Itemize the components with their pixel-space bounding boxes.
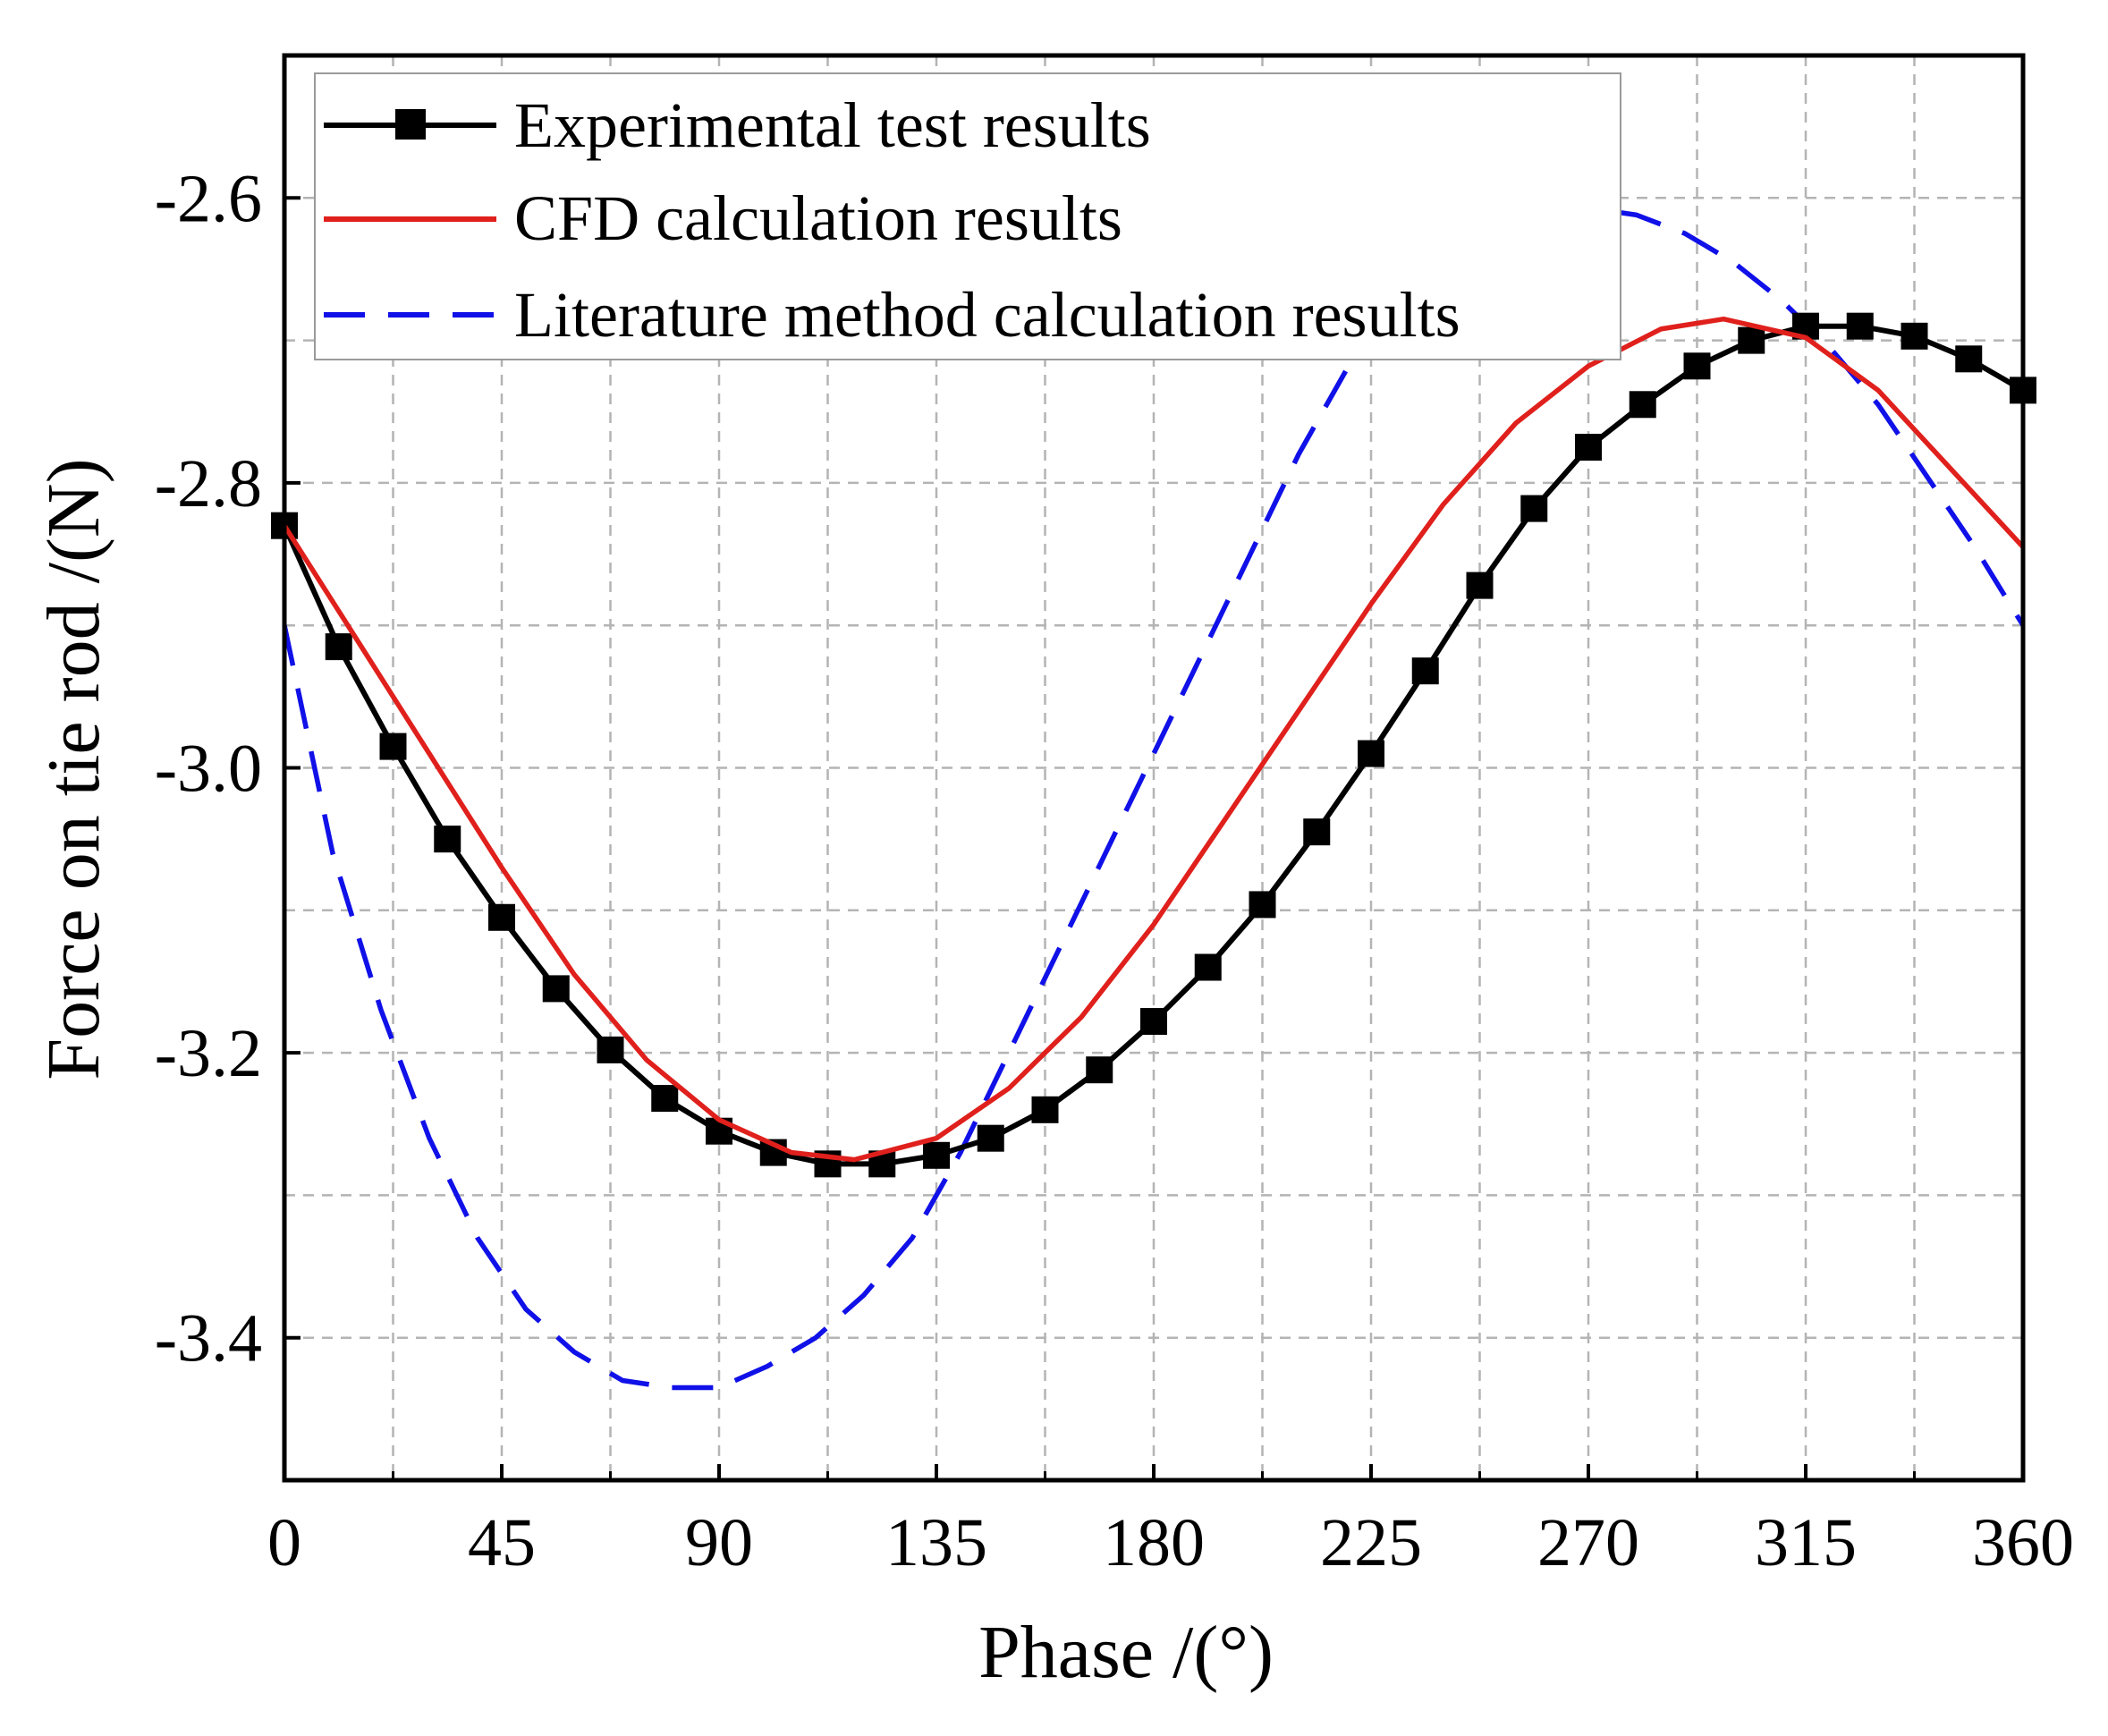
y-tick-label: -3.2 (155, 1016, 262, 1091)
data-point-marker (542, 975, 570, 1003)
data-point-marker (1086, 1056, 1113, 1084)
data-point-marker (1140, 1008, 1167, 1036)
data-point-marker (1738, 326, 1765, 354)
x-tick-label: 90 (685, 1505, 753, 1580)
data-point-marker (1194, 953, 1222, 981)
legend-label-cfd: CFD calculation results (514, 182, 1122, 254)
data-point-marker (977, 1124, 1004, 1152)
data-point-marker (651, 1085, 679, 1113)
x-tick-label: 315 (1755, 1505, 1857, 1580)
legend-box (314, 72, 1621, 360)
data-point-marker (1846, 312, 1874, 340)
y-tick-label: -2.6 (155, 161, 262, 236)
data-point-marker (488, 903, 515, 931)
axis-ticks (283, 196, 2025, 1480)
data-point-marker (923, 1141, 950, 1169)
data-point-marker (1249, 891, 1276, 919)
data-point-marker (1683, 352, 1711, 380)
data-point-marker (325, 633, 352, 661)
legend-marker-experimental (395, 109, 426, 140)
data-point-marker (1629, 391, 1656, 419)
series-layer (271, 205, 2036, 1391)
tick-labels: 0 45 90 135 180 225 270 315 360 -3.4 -3.2 -3.0 -2.8 -… (155, 161, 2074, 1580)
data-point-marker (1901, 322, 1928, 350)
data-point-marker (1575, 434, 1602, 462)
legend-label-literature: Literature method calculation results (514, 279, 1460, 351)
series-line-1 (282, 316, 2026, 1163)
x-tick-label: 360 (1972, 1505, 2074, 1580)
data-point-marker (1955, 345, 1983, 373)
x-tick-label: 270 (1537, 1505, 1639, 1580)
x-tick-label: 180 (1103, 1505, 1205, 1580)
data-point-marker (379, 733, 407, 760)
series-line-2 (282, 205, 2026, 1391)
data-point-marker (1520, 495, 1548, 522)
y-tick-label: -3.4 (155, 1301, 262, 1376)
data-point-marker (1031, 1096, 1059, 1123)
data-point-marker (1466, 572, 1494, 599)
legend-label-experimental: Experimental test results (514, 89, 1151, 161)
data-point-marker (1303, 818, 1331, 846)
legend: Experimental test results CFD calculatio… (314, 72, 1621, 360)
data-point-marker (1358, 740, 1384, 767)
y-axis-title: Force on tie rod /(N) (32, 458, 115, 1080)
data-point-marker (1411, 657, 1439, 685)
y-tick-label: -2.8 (155, 446, 262, 521)
x-tick-label: 225 (1320, 1505, 1422, 1580)
y-tick-label: -3.0 (155, 732, 262, 807)
x-tick-label: 45 (468, 1505, 536, 1580)
x-tick-label: 0 (267, 1505, 301, 1580)
x-axis-title: Phase /(°) (978, 1611, 1274, 1694)
x-tick-label: 135 (885, 1505, 987, 1580)
data-point-marker (597, 1036, 624, 1063)
data-point-marker (434, 826, 461, 853)
